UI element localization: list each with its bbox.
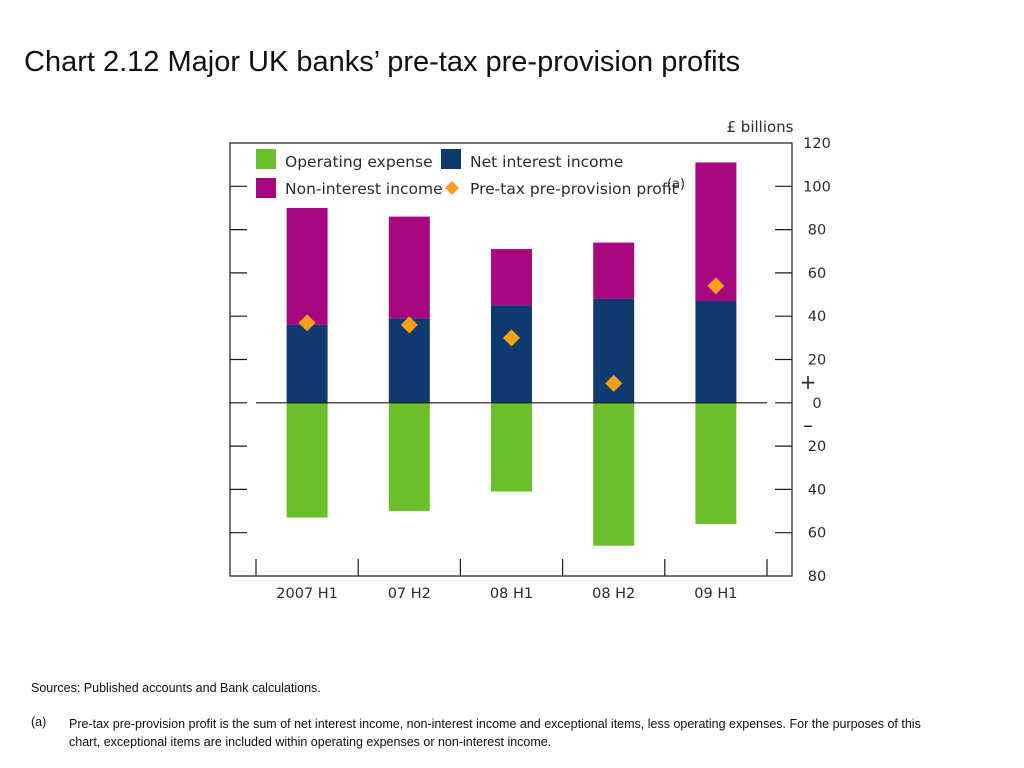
y-tick-label: 80 (808, 569, 826, 585)
bar-nii-2007-h1 (286, 324, 328, 403)
x-tick-label-08-h1: 08 H1 (490, 586, 533, 602)
bar-opex-07-h2 (388, 402, 430, 512)
bar-nonii-07-h2 (388, 216, 430, 319)
marker-pre-tax-pre-provision-profit-08-h1 (503, 329, 520, 347)
legend: Operating expense Net interest income No… (256, 149, 685, 198)
marker-pre-tax-pre-provision-profit-08-h2 (605, 374, 623, 392)
y-tick-label: 0 (812, 396, 821, 412)
bar-nii-08-h1 (491, 305, 532, 403)
legend-swatch-net-interest-income (441, 149, 461, 169)
marker-pre-tax-pre-provision-profit-09-h1 (707, 277, 725, 295)
y-tick-label: 60 (808, 526, 826, 542)
marker-pre-tax-pre-provision-profit-2007-h1 (298, 314, 316, 332)
legend-label-pre-tax-pre-provision-profit: Pre-tax pre-provision profit (470, 180, 678, 198)
y-tick-label: 100 (803, 179, 831, 195)
legend-label-non-interest-income: Non-interest income (285, 180, 443, 198)
legend-swatch-pre-tax-pre-provision-profit (445, 181, 459, 195)
bar-nii-09-h1 (695, 301, 737, 403)
footnote-text: Pre-tax pre-provision profit is the sum … (69, 717, 921, 749)
y-tick-label: 40 (808, 482, 826, 498)
bars-layer (286, 162, 737, 546)
y-tick-label: 80 (808, 223, 826, 239)
y-tick-label: 20 (808, 439, 826, 455)
bar-nonii-2007-h1 (286, 207, 328, 325)
x-tick-label-2007-h1: 2007 H1 (276, 586, 338, 602)
legend-swatch-operating-expense (256, 149, 276, 169)
y-unit-label: £ billions (726, 118, 793, 136)
bar-opex-08-h1 (491, 402, 532, 492)
ticks-layer: 120 100 80 60 40 20 0 20 40 60 80 2007 H1 07 H2 08 H1… (230, 136, 831, 602)
bar-nonii-08-h2 (593, 242, 635, 299)
page-title: Chart 2.12 Major UK banks’ pre-tax pre-p… (24, 46, 741, 78)
x-tick-label-07-h2: 07 H2 (388, 586, 431, 602)
markers-layer (298, 277, 725, 392)
y-tick-label: 40 (808, 309, 826, 325)
x-tick-label-08-h2: 08 H2 (592, 586, 635, 602)
legend-footnote-marker: (a) (667, 177, 685, 192)
sources-note: Sources: Published accounts and Bank cal… (31, 681, 321, 695)
bar-opex-08-h2 (593, 402, 635, 546)
plus-sign: + (800, 370, 817, 394)
bar-opex-09-h1 (695, 402, 737, 525)
y-tick-label: 20 (808, 353, 826, 369)
y-tick-label: 60 (808, 266, 826, 282)
marker-pre-tax-pre-provision-profit-07-h2 (400, 316, 418, 334)
footnote-marker: (a) (31, 715, 47, 729)
bar-opex-2007-h1 (286, 402, 328, 518)
x-tick-label-09-h1: 09 H1 (694, 586, 737, 602)
bar-nonii-08-h1 (491, 249, 532, 306)
minus-sign: – (803, 413, 813, 437)
legend-label-operating-expense: Operating expense (285, 153, 433, 171)
legend-label-net-interest-income: Net interest income (470, 153, 623, 171)
legend-swatch-non-interest-income (256, 178, 276, 198)
y-tick-label: 120 (803, 136, 831, 152)
